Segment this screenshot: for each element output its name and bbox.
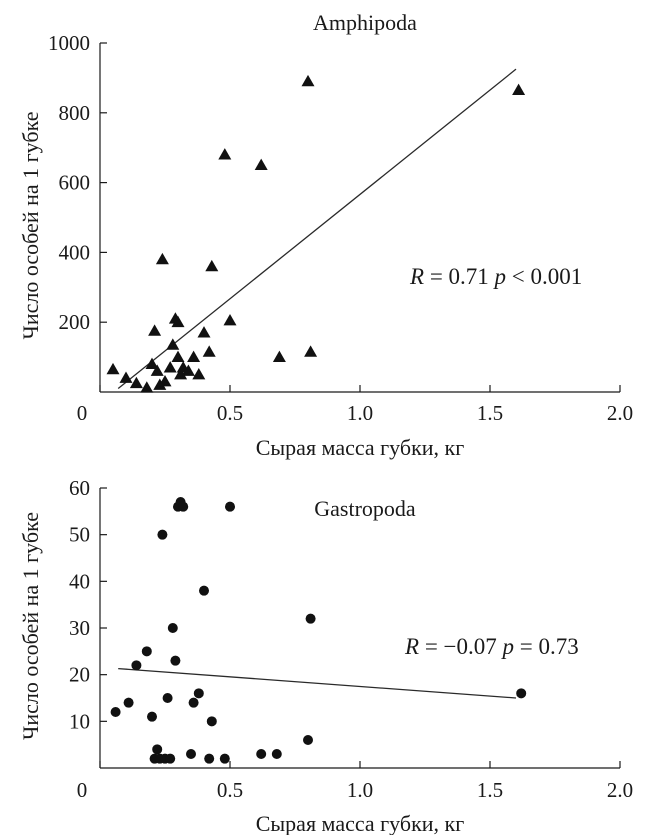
data-point-circle: [303, 735, 313, 745]
data-point-triangle: [119, 371, 133, 383]
x-tick-label: 0.5: [217, 778, 243, 802]
data-point-circle: [157, 529, 168, 540]
statistic-symbol: R: [409, 264, 424, 289]
data-point-triangle: [304, 345, 318, 357]
data-point-circle: [206, 716, 217, 727]
data-point-triangle: [202, 345, 216, 357]
statistic-symbol: p: [493, 264, 507, 289]
data-point-triangle: [171, 350, 185, 362]
data-point-triangle: [512, 83, 526, 95]
data-point-triangle: [197, 326, 211, 338]
data-point-circle: [165, 753, 176, 764]
x-tick-label: 0: [77, 778, 88, 802]
x-tick-label: 2.0: [607, 778, 633, 802]
data-point-triangle: [192, 368, 206, 380]
statistic-value: < 0.001: [506, 264, 582, 289]
data-point-circle: [170, 655, 181, 666]
x-tick-label: 1.5: [477, 778, 503, 802]
y-tick-label: 50: [69, 523, 90, 547]
data-point-circle: [110, 707, 121, 717]
data-point-triangle: [174, 368, 188, 380]
data-point-triangle: [187, 350, 201, 362]
regression-line: [118, 667, 517, 699]
data-point-triangle: [171, 315, 185, 328]
data-point-circle: [204, 753, 215, 764]
statistics-annotation: R = −0.07 p = 0.73: [404, 634, 579, 659]
data-point-circle: [141, 646, 152, 657]
data-point-circle: [123, 697, 134, 708]
data-point-circle: [199, 585, 209, 596]
y-axis-label: Число особей на 1 губке: [18, 512, 43, 740]
data-point-triangle: [218, 148, 232, 160]
y-axis-label: Число особей на 1 губке: [18, 112, 43, 340]
x-tick-label: 1.0: [347, 401, 373, 425]
y-tick-label: 600: [59, 171, 91, 195]
statistic-value: = 0.73: [514, 634, 579, 659]
data-point-triangle: [254, 158, 268, 171]
data-point-circle: [225, 501, 235, 512]
data-point-circle: [147, 711, 157, 722]
y-tick-label: 10: [69, 709, 90, 733]
data-point-circle: [256, 749, 267, 759]
data-point-triangle: [150, 364, 164, 376]
data-point-circle: [152, 744, 163, 755]
statistics-annotation: R = 0.71 p < 0.001: [409, 264, 582, 289]
data-point-circle: [516, 688, 527, 699]
regression-line: [117, 68, 517, 390]
data-point-circle: [271, 749, 282, 759]
y-tick-label: 800: [59, 101, 91, 125]
data-point-circle: [131, 660, 142, 671]
y-tick-label: 60: [69, 476, 90, 500]
statistic-symbol: p: [501, 634, 515, 659]
statistic-symbol: R: [404, 634, 419, 659]
y-tick-label: 30: [69, 616, 90, 640]
data-point-circle: [193, 688, 204, 699]
data-point-triangle: [205, 259, 219, 272]
y-tick-label: 40: [69, 569, 90, 593]
data-point-circle: [219, 753, 230, 764]
data-point-triangle: [106, 362, 120, 375]
chart-title: Amphipoda: [313, 10, 417, 35]
statistic-value: = 0.71: [424, 264, 494, 289]
y-tick-label: 400: [59, 240, 91, 264]
data-point-triangle: [166, 338, 180, 350]
data-point-circle: [186, 749, 196, 759]
data-point-triangle: [158, 375, 172, 387]
data-point-triangle: [223, 313, 237, 326]
x-tick-label: 0.5: [217, 401, 243, 425]
data-point-circle: [305, 613, 316, 624]
data-point-triangle: [163, 361, 177, 373]
data-point-triangle: [301, 74, 315, 87]
data-point-triangle: [140, 381, 154, 393]
data-point-circle: [188, 697, 199, 708]
statistic-value: = −0.07: [419, 634, 502, 659]
data-point-triangle: [272, 350, 286, 362]
x-tick-label: 2.0: [607, 401, 633, 425]
y-tick-label: 20: [69, 663, 90, 687]
data-point-triangle: [129, 376, 143, 389]
chart-panel-gastropoda: Gastropoda 0 0.5 1.0 1.5 2.0 10 20 30 40 50 60 Сырая…: [18, 476, 633, 835]
data-point-circle: [162, 693, 173, 703]
x-axis-label: Сырая масса губки, кг: [256, 435, 465, 460]
data-point-triangle: [148, 324, 162, 336]
chart-panel-amphipoda: Amphipoda 0 0.5 1.0 1.5 2.0 200 400 600 800 1000 Сы…: [18, 10, 633, 460]
x-axis-label: Сырая масса губки, кг: [256, 811, 465, 835]
data-point-triangle: [155, 252, 169, 265]
x-tick-label: 1.0: [347, 778, 373, 802]
y-tick-label: 1000: [48, 31, 90, 55]
data-point-triangle: [181, 364, 195, 376]
data-point-circle: [167, 623, 178, 633]
data-point-circle: [178, 501, 189, 512]
chart-title: Gastropoda: [314, 496, 416, 521]
x-tick-label: 1.5: [477, 401, 503, 425]
data-point-triangle: [145, 357, 159, 369]
y-tick-label: 200: [59, 310, 91, 334]
x-tick-label: 0: [77, 401, 88, 425]
